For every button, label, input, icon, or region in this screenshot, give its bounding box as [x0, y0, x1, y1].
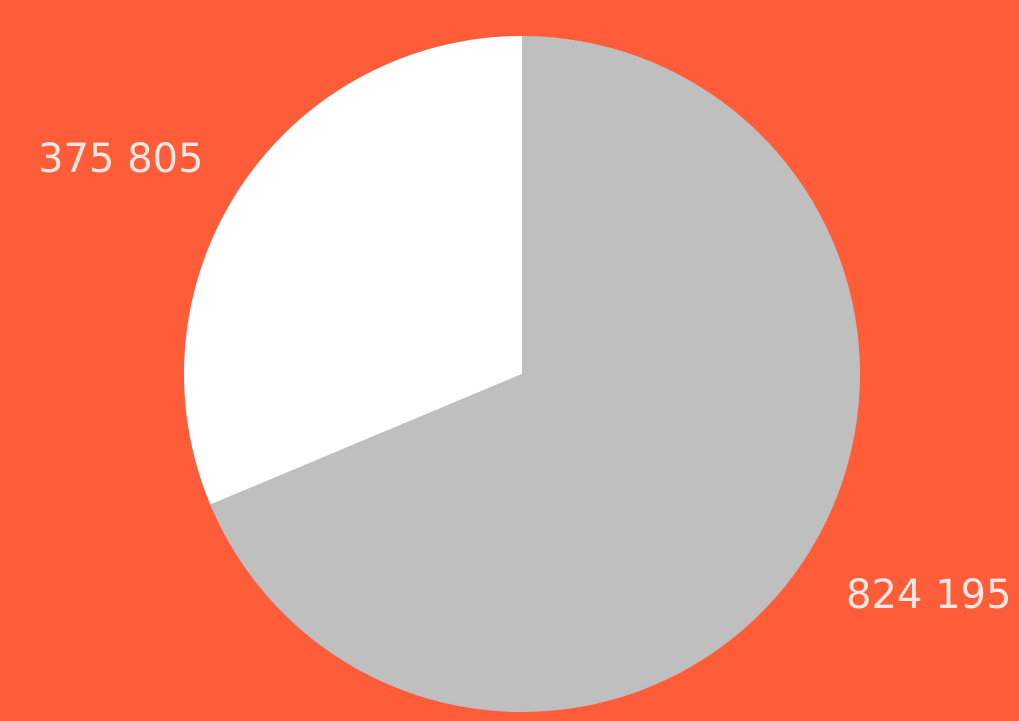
pie-slice-0 — [184, 36, 522, 505]
pie-slice-1 — [210, 36, 861, 712]
slice-label-375805: 375 805 — [38, 136, 203, 182]
slice-label-824195: 824 195 — [846, 572, 1011, 618]
pie-slices — [184, 36, 861, 712]
